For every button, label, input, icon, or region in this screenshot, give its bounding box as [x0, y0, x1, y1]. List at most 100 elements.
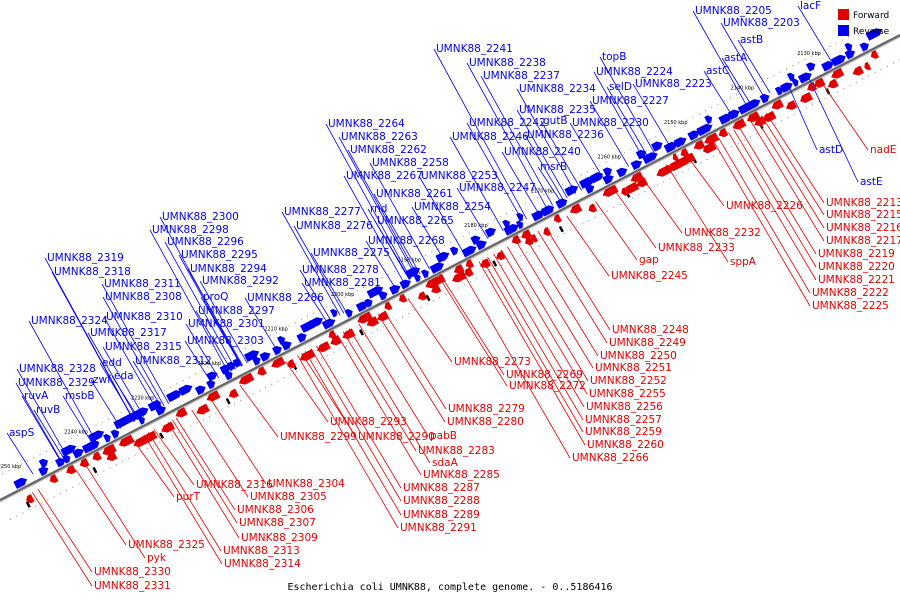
reverse-gene-arrow	[178, 384, 193, 396]
forward-gene-arrow	[127, 434, 135, 444]
forward-gene-label: UMNK88_2215	[826, 209, 900, 221]
leader-line	[466, 122, 523, 222]
forward-gene-arrow	[802, 91, 814, 102]
forward-gene-arrow	[331, 335, 342, 345]
reverse-gene-arrow	[616, 167, 628, 178]
reverse-gene-arrow	[259, 352, 271, 362]
leader-line	[566, 215, 610, 277]
reverse-gene-label: UMNK88_2253	[421, 170, 498, 182]
reverse-gene-arrow	[578, 176, 595, 189]
forward-gene-arrow	[66, 464, 77, 475]
reverse-gene-label: UMNK88_2203	[723, 17, 800, 29]
forward-gene-label: UMNK88_2252	[590, 375, 667, 387]
reverse-gene-label: UMNK88_2238	[469, 57, 546, 69]
leader-line	[606, 86, 648, 157]
reverse-gene-label: UMNK88_2275	[313, 247, 390, 259]
reverse-gene-label: UMNK88_2234	[519, 83, 596, 95]
forward-gene-label: UMNK88_2251	[595, 362, 672, 374]
leader-line	[599, 56, 655, 154]
leader-line	[199, 280, 248, 364]
forward-gene-arrow	[807, 81, 818, 92]
leader-line	[383, 310, 447, 410]
forward-gene-arrow	[399, 293, 408, 303]
forward-gene-arrow	[852, 65, 864, 76]
reverse-gene-arrow	[869, 28, 883, 39]
leader-line	[31, 492, 93, 587]
leader-line	[449, 136, 504, 232]
leader-line	[765, 112, 825, 204]
tick-label: 2150 kbp	[664, 120, 688, 126]
reverse-gene-arrow	[759, 93, 770, 104]
reverse-gene-label: UMNK88_2264	[328, 118, 405, 130]
forward-gene-arrow	[431, 284, 442, 294]
leader-line	[750, 120, 825, 242]
tick-label: 2220 kbp	[198, 361, 222, 367]
tick-label: 2200 kbp	[331, 292, 355, 298]
reverse-gene-arrow	[280, 341, 292, 351]
reverse-gene-label: UMNK88_2227	[592, 95, 669, 107]
tick-label: 2160 kbp	[597, 154, 621, 160]
forward-gene-label: UMNK88_2249	[609, 337, 686, 349]
leader-line	[433, 48, 527, 220]
forward-gene-arrow	[816, 78, 824, 88]
forward-gene-arrow	[712, 132, 720, 142]
leader-line	[614, 190, 657, 249]
leader-line	[132, 439, 175, 498]
reverse-gene-label: UMNK88_2223	[635, 78, 712, 90]
forward-gene-label: UMNK88_2316	[196, 479, 273, 491]
forward-gene-arrow	[521, 229, 532, 239]
forward-gene-label: UMNK88_2259	[585, 426, 662, 438]
reverse-gene-arrow	[110, 429, 120, 439]
forward-gene-label: UMNK88_2250	[600, 350, 677, 362]
reverse-gene-label: UMNK88_2324	[31, 315, 108, 327]
forward-gene-label: UMNK88_2225	[812, 300, 889, 312]
leader-line	[301, 353, 357, 438]
reverse-gene-label: gutB	[543, 115, 568, 127]
leader-line	[666, 164, 729, 263]
reverse-gene-arrow	[88, 430, 105, 443]
reverse-gene-arrow	[344, 308, 353, 318]
reverse-gene-label: UMNK88_2254	[414, 201, 491, 213]
leader-line	[443, 279, 505, 376]
forward-gene-label: UMNK88_2248	[612, 324, 689, 336]
reverse-gene-label: UMNK88_2241	[436, 43, 513, 55]
tick-mark	[225, 398, 231, 405]
forward-gene-arrow	[238, 372, 255, 385]
reverse-gene-arrow	[154, 406, 167, 416]
forward-gene-label: UMNK88_2219	[818, 248, 895, 260]
forward-gene-label: UMNK88_2304	[268, 478, 345, 490]
leader-line	[733, 129, 817, 268]
reverse-gene-arrow	[399, 279, 411, 290]
reverse-gene-label: UMNK88_2237	[483, 70, 560, 82]
leader-line	[191, 409, 249, 498]
legend-forward-swatch	[838, 9, 849, 20]
forward-gene-arrow	[776, 99, 784, 108]
tick-label: 2180 kbp	[464, 223, 488, 229]
forward-gene-label: UMNK88_2290	[358, 431, 435, 443]
leader-line	[595, 201, 638, 261]
reverse-gene-label: UMNK88_2258	[372, 157, 449, 169]
leader-line	[6, 432, 34, 475]
forward-gene-label: gap	[639, 254, 659, 266]
reverse-gene-arrow	[103, 433, 111, 443]
forward-gene-arrow	[271, 356, 286, 368]
forward-gene-arrow	[496, 250, 506, 261]
reverse-gene-label: UMNK88_2235	[519, 104, 596, 116]
leader-line	[310, 348, 402, 502]
leader-line	[787, 83, 818, 151]
forward-gene-label: UMNK88_2213	[826, 197, 900, 209]
leader-line	[153, 429, 195, 486]
leader-line	[441, 280, 508, 387]
leader-line	[632, 83, 670, 146]
forward-gene-arrow	[480, 258, 491, 269]
reverse-gene-label: UMNK88_2262	[350, 144, 427, 156]
forward-gene-label: UMNK88_2233	[658, 242, 735, 254]
leader-line	[99, 362, 136, 422]
reverse-gene-label: astB	[740, 34, 763, 46]
forward-gene-arrow	[464, 267, 474, 277]
leader-line	[239, 384, 279, 438]
forward-gene-label: UMNK88_2306	[237, 504, 314, 516]
leader-line	[37, 489, 93, 573]
forward-gene-arrow	[732, 118, 747, 130]
tick-label: 2240 kbp	[64, 430, 88, 436]
